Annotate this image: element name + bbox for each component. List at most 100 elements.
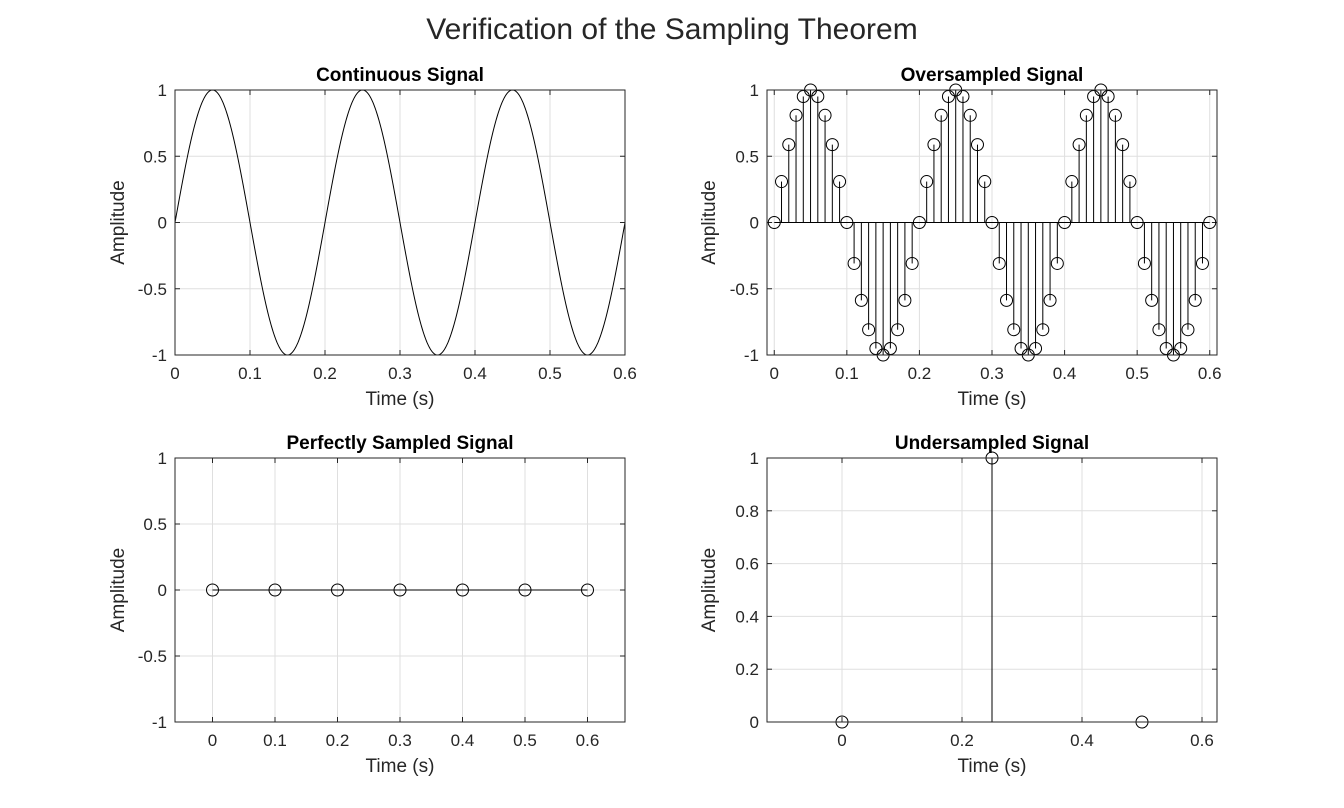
axes-box bbox=[766, 457, 1218, 723]
x-axis-label: Time (s) bbox=[366, 756, 435, 777]
stem-marker bbox=[905, 256, 919, 270]
figure-title: Verification of the Sampling Theorem bbox=[426, 13, 918, 46]
axes-box bbox=[174, 89, 626, 356]
x-tick-label: 0.6 bbox=[613, 364, 637, 383]
y-tick-label: 0.5 bbox=[143, 515, 167, 534]
stem-marker bbox=[1188, 293, 1202, 307]
stem-marker bbox=[825, 138, 839, 152]
stem-marker bbox=[767, 216, 781, 229]
y-axis-label: Amplitude bbox=[108, 548, 129, 633]
subplot-title: Continuous Signal bbox=[316, 65, 484, 86]
stem-marker bbox=[1130, 216, 1144, 229]
stem-marker bbox=[963, 108, 977, 122]
stem-marker bbox=[1137, 256, 1151, 270]
stem-marker bbox=[978, 175, 992, 189]
y-axis-label: Amplitude bbox=[699, 180, 720, 265]
y-tick-label: -1 bbox=[152, 346, 167, 365]
subplot-title: Perfectly Sampled Signal bbox=[286, 433, 513, 454]
x-tick-label: 0.4 bbox=[1070, 731, 1094, 750]
y-tick-label: 0.2 bbox=[735, 660, 759, 679]
x-tick-label: 0.4 bbox=[451, 731, 475, 750]
x-tick-label: 0.3 bbox=[388, 364, 412, 383]
x-tick-label: 0.6 bbox=[576, 731, 600, 750]
stem-marker bbox=[518, 583, 532, 597]
x-tick-label: 0.2 bbox=[326, 731, 350, 750]
stem-marker bbox=[1058, 216, 1072, 229]
y-tick-label: 1 bbox=[158, 81, 167, 100]
stem-marker bbox=[1000, 293, 1014, 307]
stem-marker bbox=[268, 583, 282, 597]
x-axis-label: Time (s) bbox=[958, 756, 1027, 777]
y-axis-label: Amplitude bbox=[108, 180, 129, 265]
subplot-3: 0 0.1 0.2 0.3 0.4 0.5 0.6 -1 -0.5 0 0.5 1 Perfectly … bbox=[108, 433, 626, 777]
y-tick-label: -1 bbox=[744, 346, 759, 365]
y-axis-label: Amplitude bbox=[699, 548, 720, 633]
stem-marker bbox=[927, 138, 941, 152]
subplot-2: 0 0.1 0.2 0.3 0.4 0.5 0.6 -1 -0.5 0 0.5 1 Oversample… bbox=[699, 65, 1222, 410]
stem-marker bbox=[1050, 256, 1064, 270]
stem-marker bbox=[1195, 256, 1209, 270]
x-tick-label: 0.2 bbox=[950, 731, 974, 750]
x-tick-label: 0.3 bbox=[388, 731, 412, 750]
stem-marker bbox=[833, 175, 847, 189]
stem-marker bbox=[1152, 323, 1166, 337]
y-tick-label: 0.4 bbox=[735, 607, 759, 626]
x-tick-label: 0.5 bbox=[538, 364, 562, 383]
x-tick-label: 0.2 bbox=[908, 364, 932, 383]
subplot-title: Oversampled Signal bbox=[901, 65, 1084, 86]
axes-box bbox=[174, 457, 626, 723]
stem-marker bbox=[920, 175, 934, 189]
stem-marker bbox=[1116, 138, 1130, 152]
stem-marker bbox=[775, 175, 789, 189]
x-tick-label: 0.3 bbox=[980, 364, 1004, 383]
stem-marker bbox=[1079, 108, 1093, 122]
stem-marker bbox=[789, 108, 803, 122]
x-tick-label: 0.5 bbox=[1125, 364, 1149, 383]
x-tick-label: 0 bbox=[170, 364, 179, 383]
stem-marker bbox=[992, 256, 1006, 270]
series-line bbox=[174, 89, 626, 356]
x-axis-label: Time (s) bbox=[958, 389, 1027, 410]
stem-marker bbox=[206, 583, 219, 597]
stem-marker bbox=[985, 216, 999, 229]
y-tick-label: 1 bbox=[158, 449, 167, 468]
stem-marker bbox=[862, 323, 876, 337]
y-tick-label: -0.5 bbox=[138, 280, 167, 299]
x-tick-label: 0.1 bbox=[835, 364, 859, 383]
y-tick-label: 0 bbox=[750, 214, 759, 233]
stem-marker bbox=[782, 138, 796, 152]
stem-marker bbox=[912, 216, 926, 229]
x-tick-label: 0.6 bbox=[1198, 364, 1222, 383]
stem-marker bbox=[970, 138, 984, 152]
stem-marker bbox=[1065, 175, 1079, 189]
stem-marker bbox=[891, 323, 905, 337]
stem-marker bbox=[1123, 175, 1137, 189]
y-tick-label: 1 bbox=[750, 81, 759, 100]
stem-marker bbox=[581, 583, 594, 597]
stem-marker bbox=[1181, 323, 1195, 337]
stem-marker bbox=[1007, 323, 1021, 337]
x-tick-label: 0.5 bbox=[513, 731, 537, 750]
x-tick-label: 0.6 bbox=[1190, 731, 1214, 750]
stem-marker bbox=[1108, 108, 1122, 122]
stem-marker bbox=[1043, 293, 1057, 307]
x-axis-label: Time (s) bbox=[366, 389, 435, 410]
x-tick-label: 0.1 bbox=[238, 364, 262, 383]
stem-marker bbox=[847, 256, 861, 270]
stem-marker bbox=[1072, 138, 1086, 152]
y-tick-label: 0 bbox=[158, 581, 167, 600]
y-tick-label: 0 bbox=[750, 713, 759, 732]
y-tick-label: -0.5 bbox=[730, 280, 759, 299]
x-tick-label: 0.4 bbox=[1053, 364, 1077, 383]
stem-marker bbox=[840, 216, 854, 229]
x-tick-label: 0 bbox=[837, 731, 846, 750]
y-tick-label: 1 bbox=[750, 449, 759, 468]
x-tick-label: 0 bbox=[770, 364, 779, 383]
stem-marker bbox=[1036, 323, 1050, 337]
stem-marker bbox=[854, 293, 868, 307]
stem-marker bbox=[1203, 216, 1217, 229]
y-tick-label: 0.6 bbox=[735, 555, 759, 574]
stem-marker bbox=[393, 583, 407, 597]
